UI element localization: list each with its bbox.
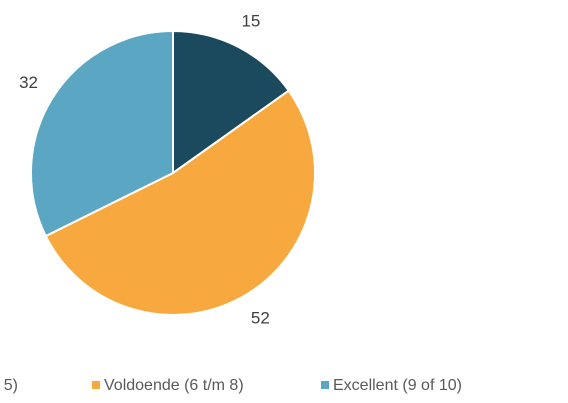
legend-label: m 5) xyxy=(0,377,18,394)
data-label: 15 xyxy=(241,11,260,30)
legend-marker xyxy=(92,381,100,389)
legend-label: Voldoende (6 t/m 8) xyxy=(104,377,244,394)
pie-slice xyxy=(30,29,174,238)
legend-label: Excellent (9 of 10) xyxy=(333,377,462,394)
pie-slice xyxy=(44,89,316,316)
data-label: 52 xyxy=(251,308,270,327)
data-label: 32 xyxy=(19,73,38,92)
pie-slice xyxy=(172,29,291,175)
legend-marker xyxy=(321,381,329,389)
